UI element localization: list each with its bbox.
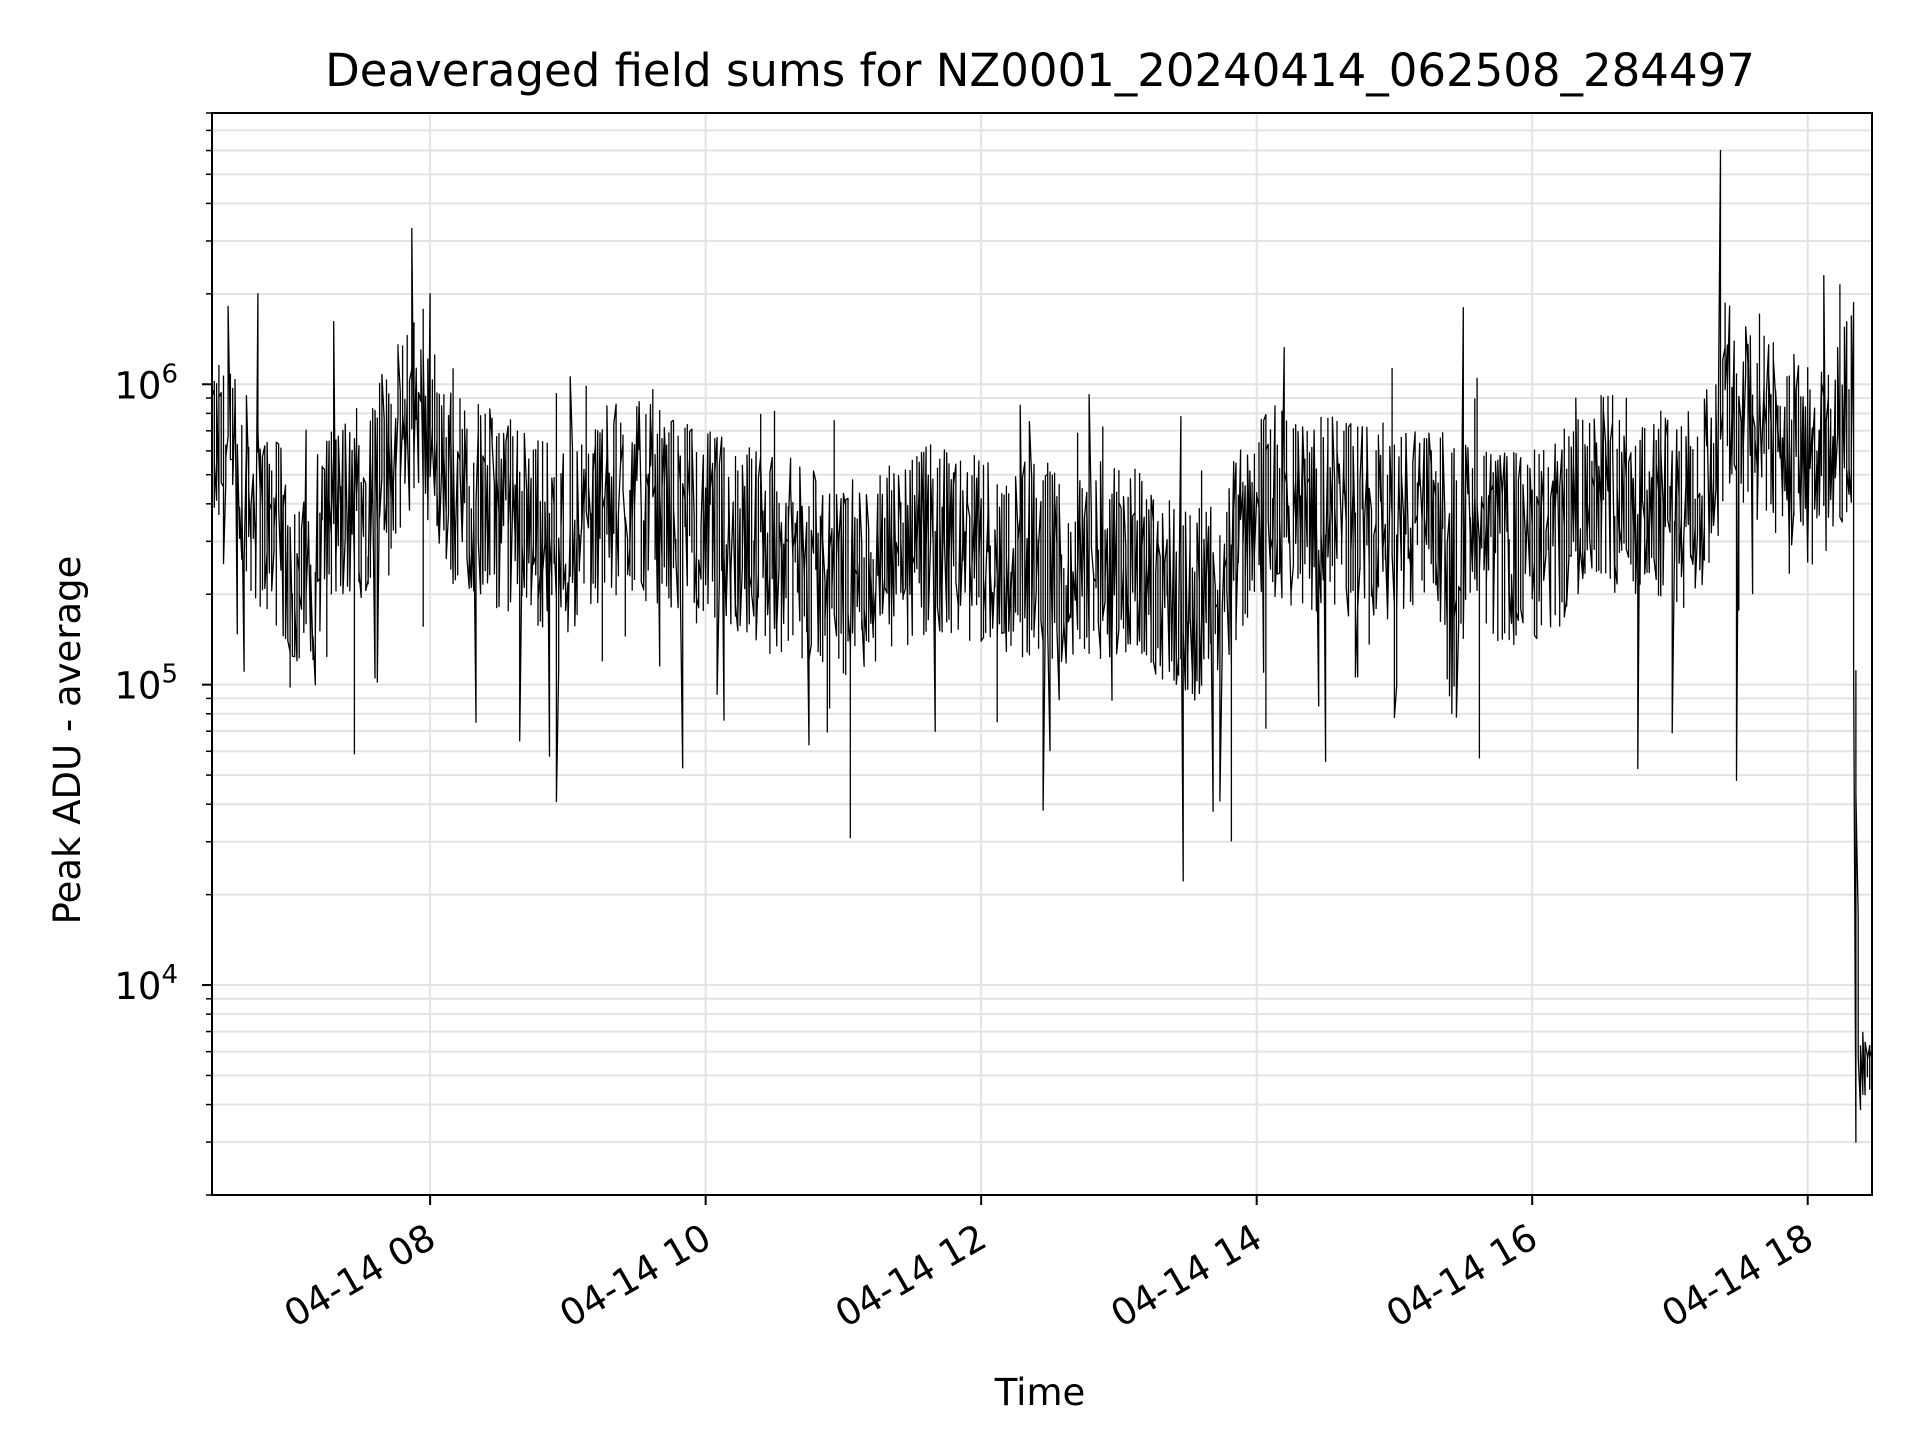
plot-frame <box>211 112 1873 1196</box>
y-tick-label: 106 <box>114 359 178 407</box>
grid-lines <box>212 112 1872 1196</box>
x-axis-label: Time <box>994 1371 1086 1414</box>
chart-title: Deaveraged field sums for NZ0001_2024041… <box>325 44 1755 97</box>
y-tick-label: 104 <box>114 960 178 1008</box>
series-line <box>211 149 1873 1143</box>
y-tick-label: 105 <box>114 660 178 708</box>
series-layer <box>211 149 1873 1143</box>
y-axis-label: Peak ADU - average <box>46 556 89 925</box>
